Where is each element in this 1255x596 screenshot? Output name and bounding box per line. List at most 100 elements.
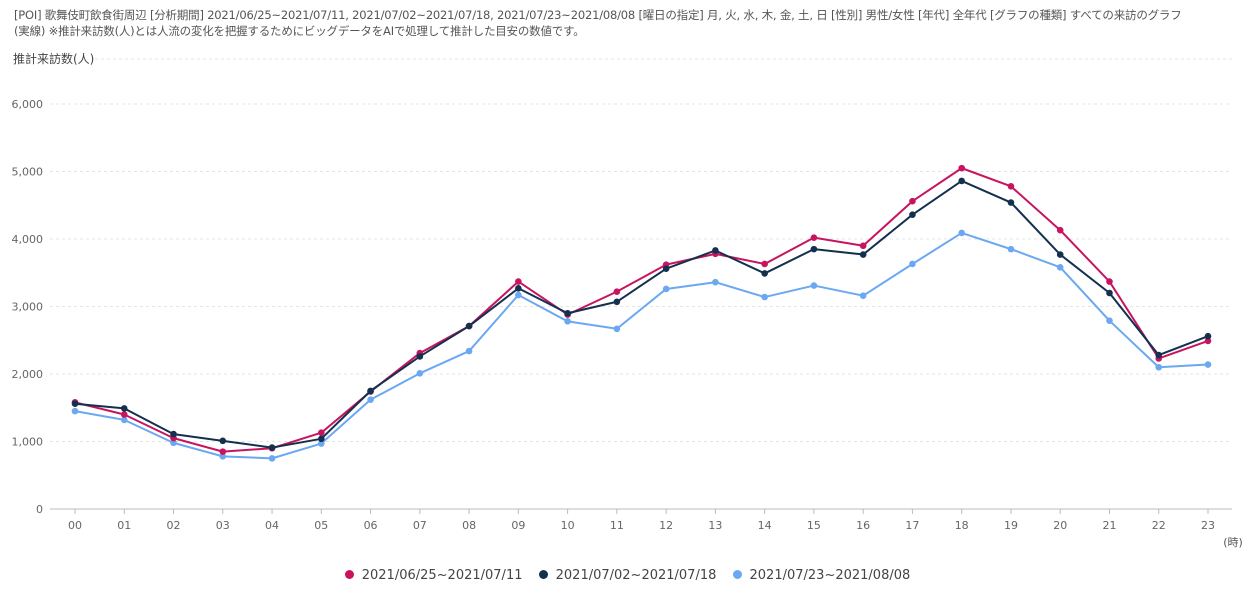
data-point-series-2 — [416, 353, 424, 360]
chart-legend: 2021/06/25~2021/07/11 2021/07/02~2021/07… — [0, 568, 1255, 583]
data-point-series-3 — [1007, 245, 1015, 253]
data-point-series-3 — [761, 293, 768, 301]
description-line-2: (実線) ※推計来訪数(人)とは人流の変化を把握するためにビッグデータをAIで処… — [14, 24, 585, 38]
data-point-series-2 — [1204, 332, 1212, 340]
data-point-series-2 — [564, 309, 571, 317]
data-point-series-3 — [958, 229, 965, 237]
x-tick-label: 06 — [364, 519, 378, 532]
data-point-series-1 — [219, 448, 227, 455]
data-point-series-3 — [416, 370, 424, 377]
data-point-series-2 — [120, 405, 128, 412]
x-tick-label: 15 — [807, 519, 821, 532]
x-tick-label: 03 — [216, 519, 230, 532]
data-point-series-3 — [662, 285, 670, 293]
x-tick-label: 07 — [413, 519, 427, 532]
x-tick-label: 00 — [68, 519, 82, 532]
data-point-series-3 — [170, 439, 177, 447]
legend-item-series-3[interactable]: 2021/07/23~2021/08/08 — [732, 568, 911, 583]
data-point-series-3 — [810, 282, 818, 289]
data-point-series-1 — [318, 429, 325, 437]
data-point-series-2 — [958, 177, 965, 185]
data-point-series-1 — [1007, 183, 1015, 190]
x-tick-label: 14 — [758, 519, 772, 532]
legend-item-series-1[interactable]: 2021/06/25~2021/07/11 — [344, 568, 523, 583]
x-tick-label: 19 — [1004, 519, 1018, 532]
x-tick-label: 22 — [1152, 519, 1166, 532]
data-point-series-3 — [318, 440, 325, 447]
data-point-series-2 — [219, 437, 227, 445]
x-tick-label: 01 — [117, 519, 131, 532]
legend-label: 2021/06/25~2021/07/11 — [361, 568, 523, 583]
x-tick-label: 16 — [856, 519, 870, 532]
data-point-series-3 — [219, 453, 227, 460]
x-tick-label: 18 — [955, 519, 969, 532]
data-point-series-2 — [465, 322, 473, 330]
x-tick-label: 08 — [462, 519, 476, 532]
legend-label: 2021/07/02~2021/07/18 — [555, 568, 717, 583]
data-point-series-1 — [1204, 337, 1212, 345]
y-tick-label: 3,000 — [12, 301, 44, 314]
data-point-series-1 — [810, 234, 818, 241]
data-point-series-3 — [1106, 317, 1113, 324]
data-point-series-2 — [1007, 199, 1015, 206]
data-point-series-1 — [859, 242, 867, 250]
data-point-series-2 — [712, 247, 719, 254]
data-point-series-2 — [761, 270, 768, 277]
data-point-series-3 — [268, 455, 276, 462]
data-point-series-2 — [318, 435, 325, 443]
data-point-series-3 — [564, 318, 571, 325]
data-point-series-3 — [1204, 361, 1212, 368]
data-point-series-2 — [613, 298, 621, 306]
data-point-series-2 — [1155, 351, 1163, 359]
x-tick-label: 13 — [708, 519, 722, 532]
data-point-series-2 — [71, 400, 79, 408]
data-point-series-2 — [1106, 289, 1113, 297]
x-tick-label: 11 — [610, 519, 624, 532]
x-tick-label: 17 — [905, 519, 919, 532]
x-tick-label: 12 — [659, 519, 673, 532]
data-point-series-3 — [120, 416, 128, 424]
x-tick-label: 02 — [167, 519, 181, 532]
data-point-series-1 — [613, 288, 621, 295]
legend-label: 2021/07/23~2021/08/08 — [749, 568, 911, 583]
data-point-series-1 — [958, 164, 965, 172]
y-tick-label: 1,000 — [12, 436, 44, 449]
data-point-series-1 — [761, 260, 768, 268]
data-point-series-3 — [367, 396, 374, 403]
data-point-series-1 — [515, 278, 522, 285]
data-point-series-1 — [1106, 278, 1113, 285]
data-point-series-3 — [1155, 363, 1163, 371]
legend-item-series-2[interactable]: 2021/07/02~2021/07/18 — [538, 568, 717, 583]
y-tick-label: 0 — [36, 503, 43, 516]
x-tick-label: 23 — [1201, 519, 1215, 532]
data-point-series-2 — [170, 430, 177, 438]
y-tick-label: 4,000 — [12, 233, 44, 246]
data-point-series-2 — [662, 265, 670, 273]
x-tick-label: 09 — [511, 519, 525, 532]
data-point-series-3 — [909, 260, 916, 268]
data-point-series-3 — [859, 292, 867, 300]
series-line-2 — [74, 179, 1209, 449]
legend-marker-icon — [538, 570, 548, 579]
chart-description: [POI] 歌舞伎町飲食街周辺 [分析期間] 2021/06/25~2021/0… — [14, 7, 1249, 39]
data-point-series-3 — [712, 278, 719, 286]
line-chart: 推計来訪数(人) 0 1,000 2,000 3,000 4,000 5,000 6,000 0… — [12, 51, 1243, 549]
y-axis-title: 推計来訪数(人) — [13, 51, 94, 66]
description-line-1: [POI] 歌舞伎町飲食街周辺 [分析期間] 2021/06/25~2021/0… — [14, 8, 1182, 22]
x-tick-label: 10 — [561, 519, 575, 532]
data-point-series-1 — [1056, 226, 1064, 234]
data-point-series-2 — [367, 387, 374, 395]
data-point-series-2 — [909, 211, 916, 218]
data-point-series-2 — [1056, 251, 1064, 258]
x-tick-label: 21 — [1102, 519, 1116, 532]
y-tick-label: 6,000 — [12, 98, 44, 111]
x-tick-label: 04 — [265, 519, 279, 532]
data-point-series-3 — [71, 407, 79, 415]
series-line-3 — [74, 231, 1209, 460]
data-point-series-2 — [859, 251, 867, 258]
data-point-series-3 — [515, 291, 522, 299]
legend-marker-icon — [344, 570, 354, 579]
data-point-series-2 — [515, 284, 522, 292]
data-point-series-1 — [120, 411, 128, 418]
series-line-1 — [74, 167, 1209, 453]
